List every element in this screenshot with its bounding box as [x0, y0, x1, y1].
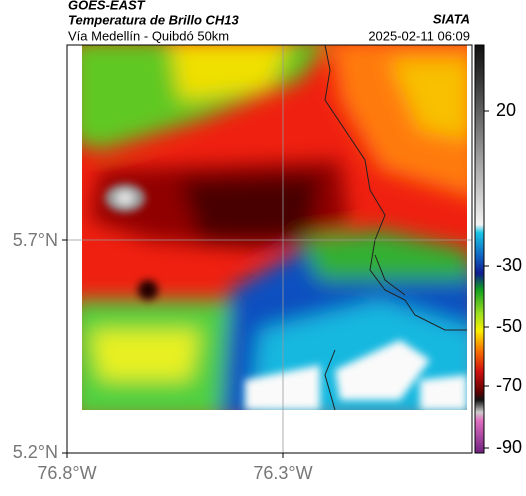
border-lines: [324, 44, 467, 411]
colorbar: [474, 44, 485, 454]
colorbar-label: -30: [496, 255, 522, 275]
region: Vía Medellín - Quibdó 50km: [68, 28, 229, 43]
title: GOES-EAST: [68, 0, 146, 12]
source: SIATA: [433, 11, 470, 26]
y-tick-label: 5.2°N: [13, 442, 58, 462]
plot-frame: [66, 44, 473, 454]
x-tick-label: 76.3°W: [253, 463, 312, 483]
colorbar-label: -70: [496, 375, 522, 395]
colorbar-label: -50: [496, 316, 522, 336]
colorbar-ticks: [484, 110, 489, 449]
subtitle: Temperatura de Brillo CH13: [68, 12, 240, 27]
timestamp: 2025-02-11 06:09: [368, 28, 470, 43]
colorbar-label: -90: [496, 437, 522, 457]
x-tick-label: 76.8°W: [37, 463, 96, 483]
brightness-temperature-field: [82, 45, 467, 410]
colorbar-label: 20: [496, 100, 516, 120]
y-tick-label: 5.7°N: [13, 230, 58, 250]
